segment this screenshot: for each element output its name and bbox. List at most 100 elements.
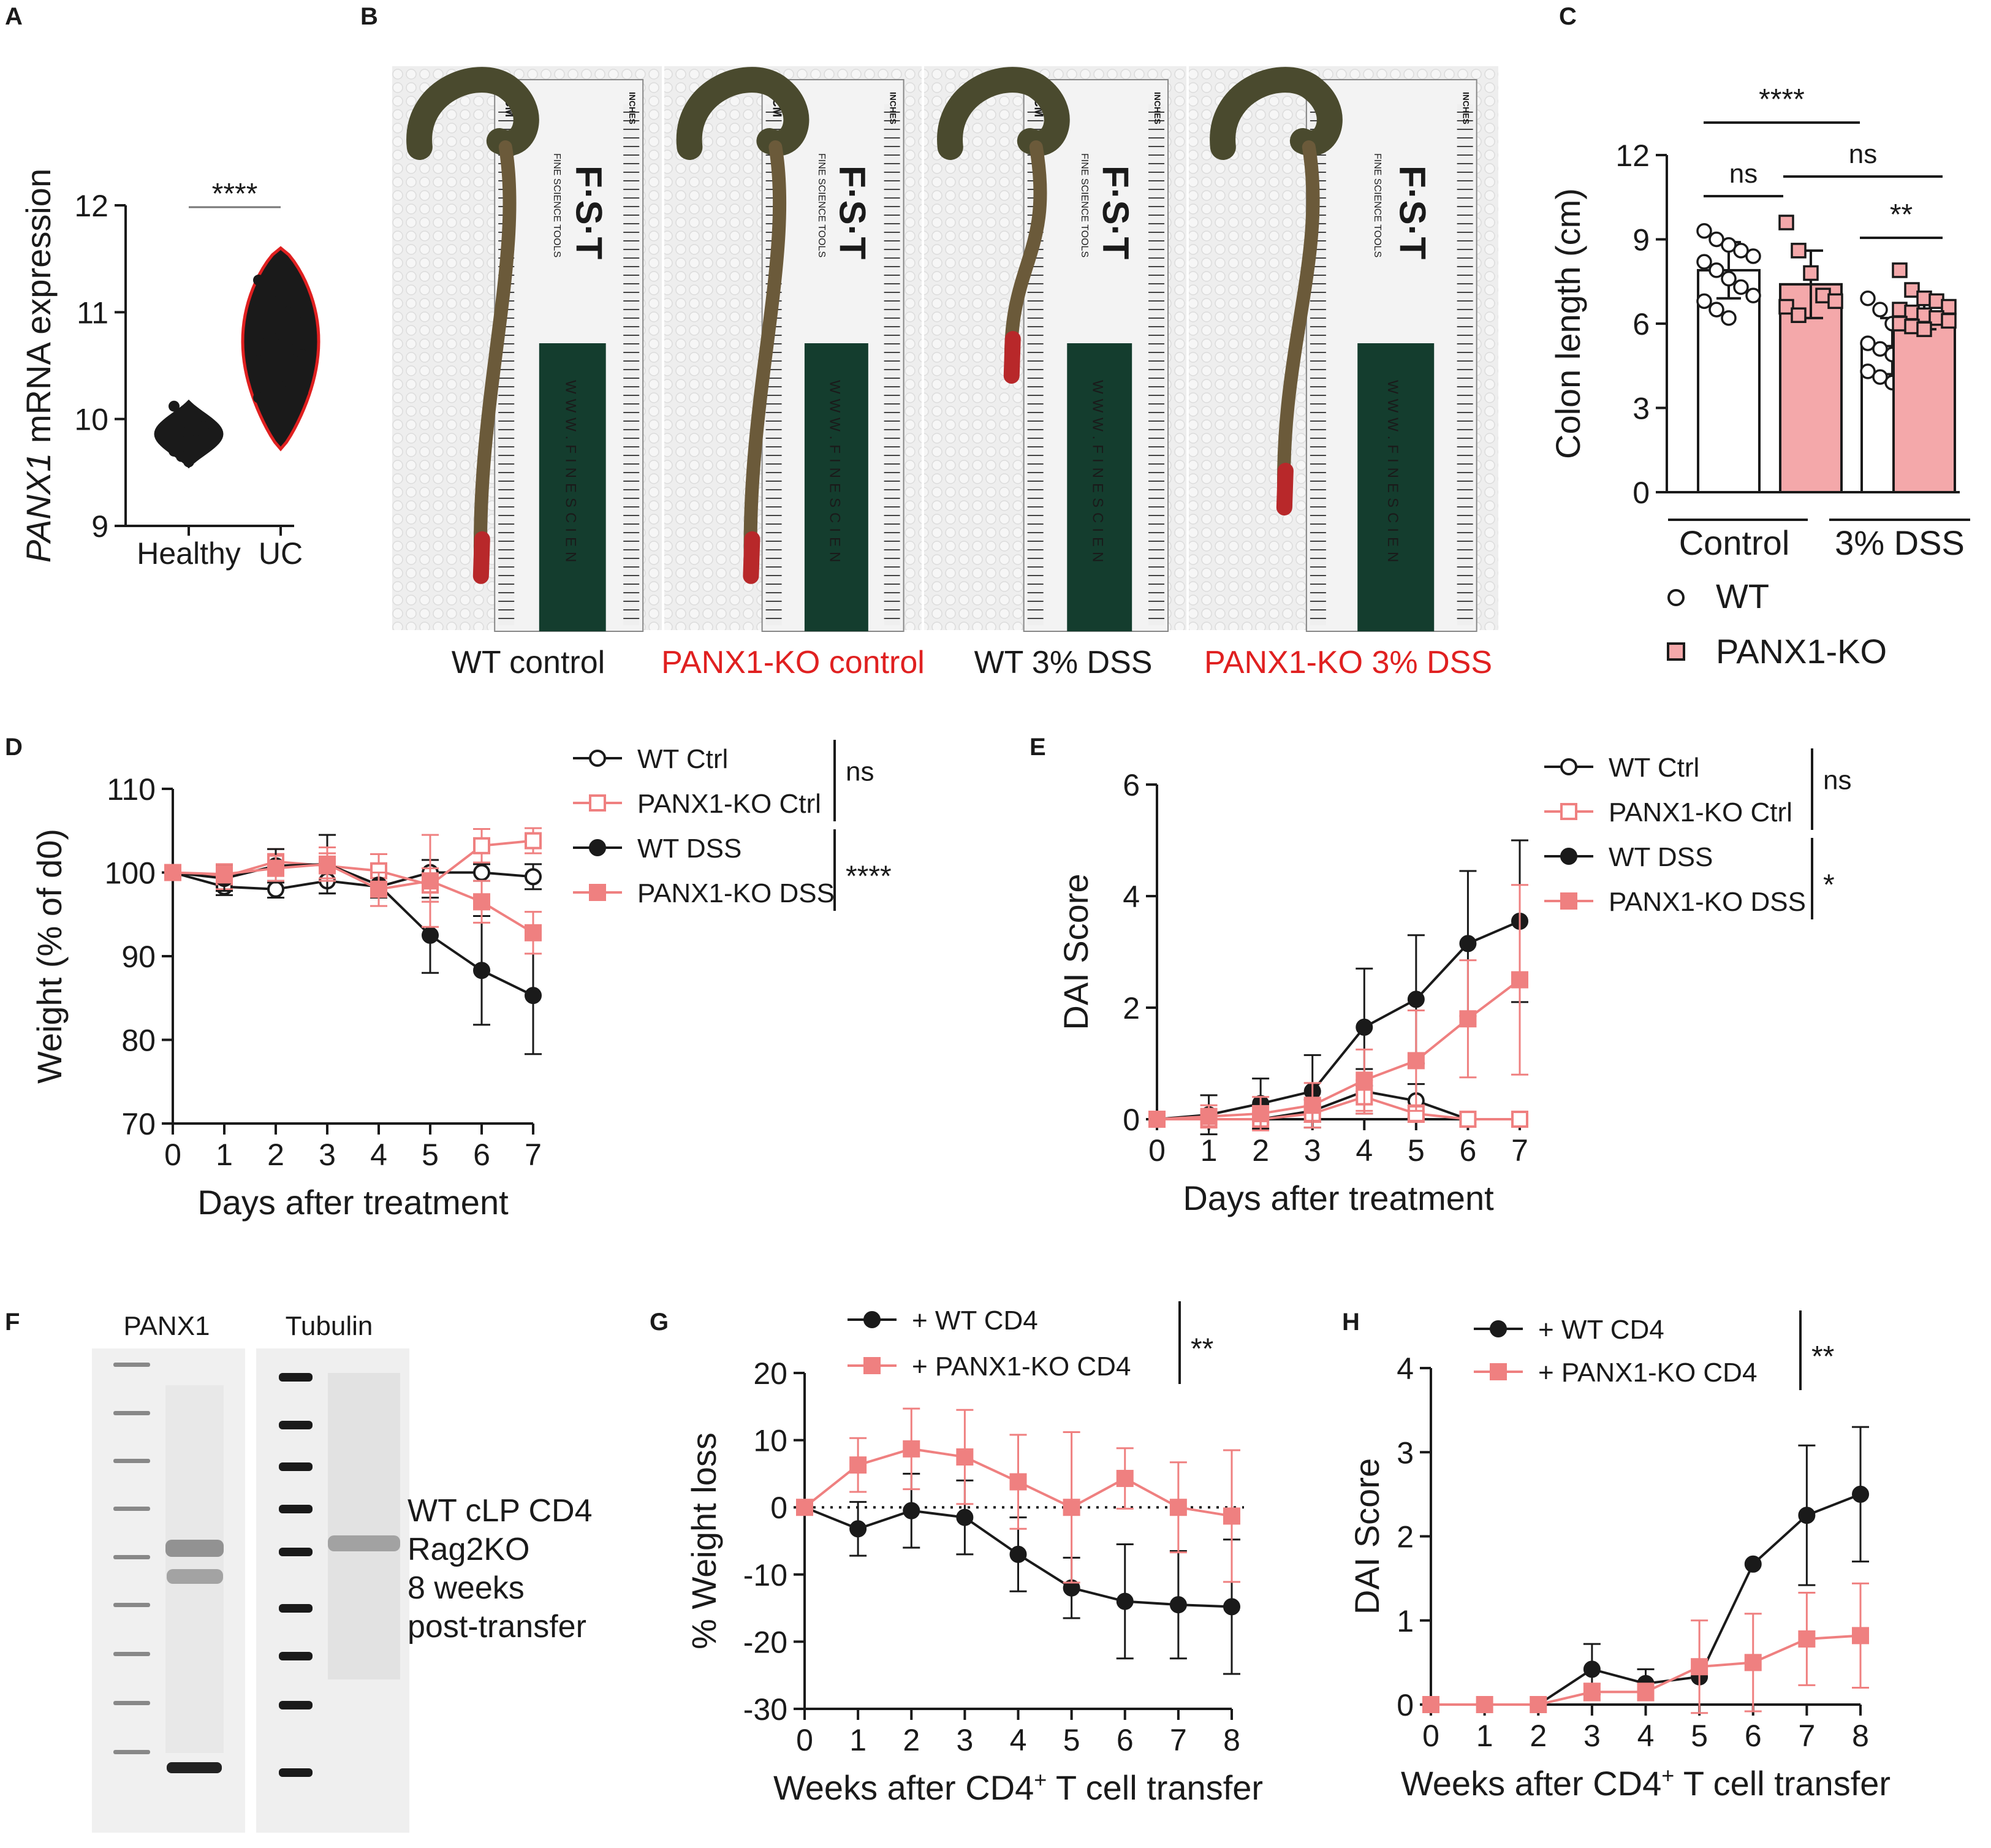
data-point [1583, 1660, 1601, 1678]
data-point [1511, 1111, 1528, 1128]
ladder-band-tubulin [279, 1652, 313, 1660]
data-point [1459, 935, 1477, 953]
data-point [1148, 1111, 1166, 1128]
data-point [267, 880, 284, 898]
x-tick-label: 3 [319, 1138, 336, 1172]
data-point [267, 859, 284, 877]
data-point [1009, 1545, 1027, 1563]
significance-label: ** [1191, 1333, 1213, 1366]
group-label: Control [1679, 523, 1790, 562]
panel-label-e: E [1030, 734, 1046, 761]
data-point [525, 832, 542, 850]
data-point [1223, 1598, 1240, 1616]
data-point [525, 868, 542, 886]
data-point [1827, 293, 1843, 310]
ruler-inches-label: INCHES [889, 92, 898, 124]
data-point [956, 1448, 974, 1466]
x-axis-label: Weeks after CD4+ T cell transfer [1401, 1763, 1891, 1803]
colon-rectum [1003, 331, 1021, 384]
blot-note-line-3: 8 weeks [408, 1570, 525, 1606]
data-point [525, 924, 542, 941]
ruler-brand: F·S·T [568, 165, 609, 259]
data-point [1223, 1507, 1240, 1525]
comparison-label: ** [1890, 199, 1913, 231]
data-point [1063, 1499, 1080, 1516]
data-point [1637, 1683, 1655, 1701]
y-tick-label: 6 [1123, 768, 1140, 802]
y-tick-label: 6 [1633, 307, 1650, 341]
x-tick-label: 7 [1511, 1133, 1528, 1168]
ladder-band-tubulin [279, 1421, 313, 1429]
y-tick-label: 0 [1123, 1103, 1140, 1137]
data-point [849, 1520, 867, 1538]
panel-a-violin-chart: 9 10 11 12 PANX1 mRNA expression Healthy UC ***… [19, 169, 320, 571]
x-tick-label: 8 [1852, 1719, 1869, 1753]
data-point [1691, 1658, 1708, 1676]
legend-label: WT Ctrl [1609, 753, 1699, 783]
series-line [1156, 920, 1520, 1120]
panel-label-b: B [360, 3, 378, 30]
data-point [1744, 1555, 1762, 1573]
data-point [164, 864, 181, 881]
data-point [1803, 265, 1819, 281]
ruler-green-band [1357, 343, 1435, 631]
ruler-brand-sub: FINE SCIENCE TOOLS [552, 153, 562, 257]
x-tick-label: 7 [525, 1138, 542, 1172]
caption-wt-dss: WT 3% DSS [974, 645, 1153, 680]
colon-cecum [937, 67, 1070, 160]
blot-label-tubulin: Tubulin [286, 1311, 373, 1341]
ladder-band-tubulin [279, 1373, 313, 1382]
colon-rectum [472, 531, 490, 584]
data-point [1778, 215, 1794, 230]
data-point-uc [297, 387, 308, 398]
y-tick-label: 10 [753, 1424, 787, 1458]
panel-label-g: G [650, 1309, 669, 1336]
panel-label-h: H [1342, 1309, 1360, 1336]
x-tick-label: 0 [164, 1138, 181, 1172]
legend-label-ko: PANX1-KO [1716, 632, 1887, 671]
ladder-band [113, 1603, 150, 1607]
data-point [1459, 1010, 1477, 1028]
x-tick-label: 1 [216, 1138, 233, 1172]
legend-label: PANX1-KO DSS [1609, 887, 1806, 917]
data-point [1892, 262, 1908, 278]
blot-note-line-2: Rag2KO [408, 1532, 529, 1567]
ruler-ticks-inches [1457, 104, 1473, 625]
data-point [1791, 243, 1807, 259]
y-tick-label: 1 [1397, 1604, 1414, 1638]
legend-marker [589, 839, 606, 856]
data-point [422, 872, 439, 890]
ladder-band-tubulin [279, 1604, 313, 1613]
data-point [1798, 1507, 1816, 1524]
y-tick-label: 90 [121, 940, 156, 974]
data-point-uc [290, 322, 301, 334]
comparison-label: ns [1729, 159, 1758, 189]
data-point [1860, 363, 1876, 379]
legend-label: PANX1-KO Ctrl [637, 789, 821, 819]
panel-label-a: A [5, 3, 23, 30]
x-tick-label: 7 [1170, 1723, 1187, 1757]
data-point-healthy [169, 400, 180, 412]
data-point [903, 1502, 920, 1519]
x-tick-label: 5 [422, 1138, 439, 1172]
data-point [1252, 1105, 1270, 1122]
y-tick-label: 80 [121, 1024, 156, 1058]
y-axis-label: PANX1 mRNA expression [19, 169, 58, 563]
panel-f-western-blot: PANX1 Tubulin WT cLP CD4 Rag2KO 8 weeks … [92, 1311, 593, 1833]
data-point [1798, 1630, 1816, 1648]
data-point [1721, 237, 1737, 253]
y-tick-label: 3 [1397, 1435, 1414, 1470]
ruler-url: WWW.FINESCIEN [562, 380, 578, 567]
x-tick-label: 2 [903, 1723, 920, 1757]
y-tick-label: 2 [1123, 991, 1140, 1025]
x-tick-label: 3 [956, 1723, 973, 1757]
y-tick-label: -10 [743, 1558, 787, 1592]
data-point [1733, 243, 1749, 259]
ruler-brand-sub: FINE SCIENCE TOOLS [816, 153, 827, 257]
data-point [1009, 1473, 1027, 1491]
ruler-inches-label: INCHES [1462, 92, 1471, 124]
x-tick-label: 4 [1356, 1133, 1373, 1168]
data-point [216, 865, 233, 883]
series-line [1156, 978, 1521, 1120]
